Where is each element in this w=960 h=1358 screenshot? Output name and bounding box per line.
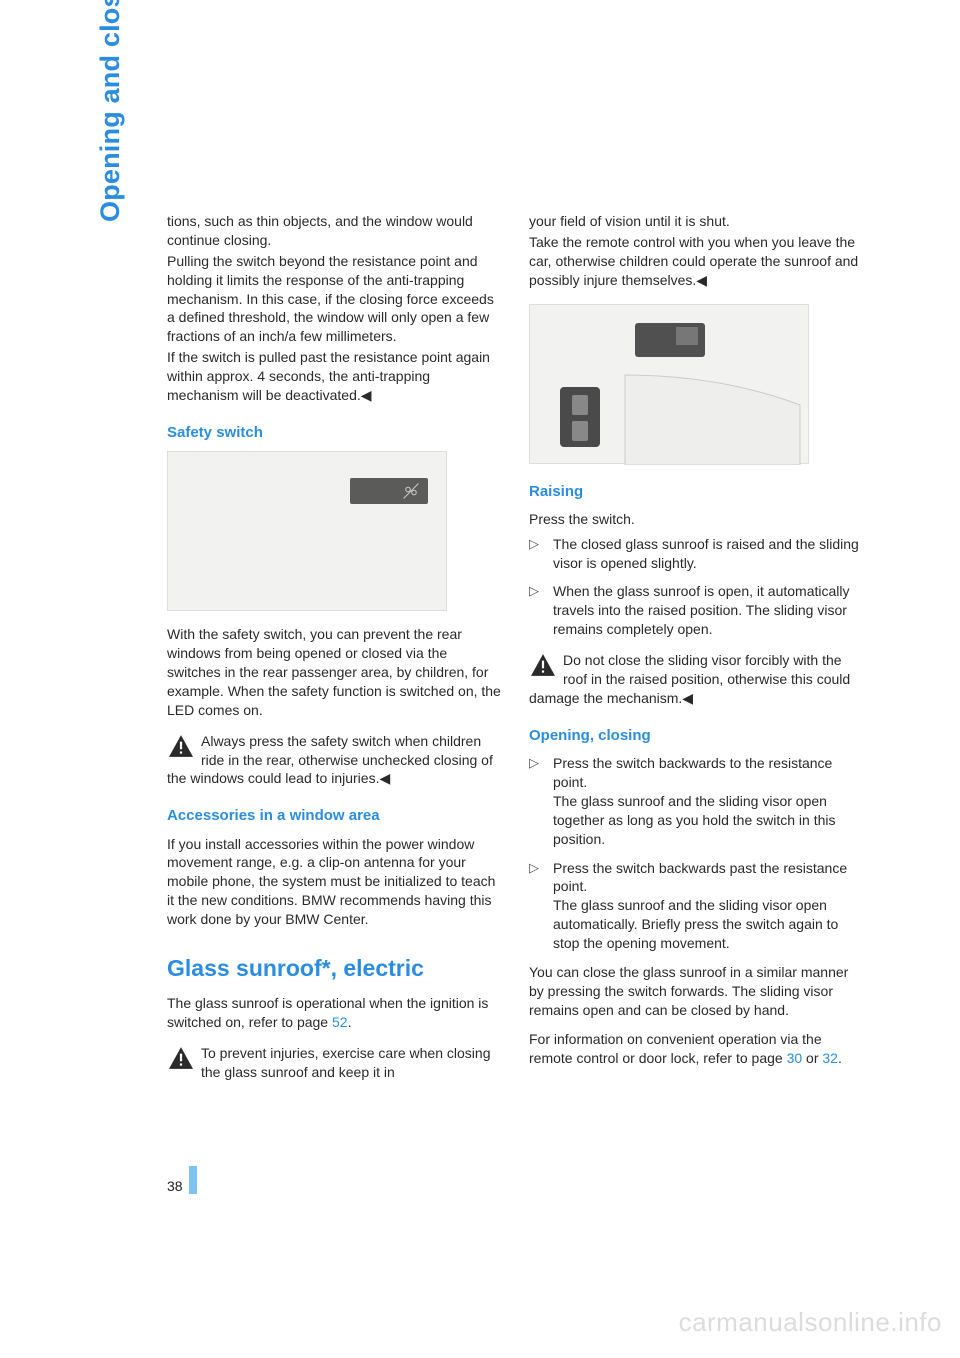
watermark: carmanualsonline.info [679, 1307, 942, 1338]
page-ref-link[interactable]: 32 [822, 1050, 838, 1066]
body-text: tions, such as thin objects, and the win… [167, 212, 503, 250]
warning-icon [167, 734, 195, 758]
warning-block: To prevent injuries, exercise care when … [167, 1044, 503, 1082]
warning-icon [167, 1046, 195, 1070]
warning-text: Always press the safety switch when chil… [167, 733, 493, 787]
body-text: For information on convenient operation … [529, 1030, 865, 1068]
heading-raising: Raising [529, 482, 865, 502]
list-item: Press the switch backwards to the resist… [529, 754, 865, 848]
overhead-console-graphic [530, 305, 810, 465]
body-text: your field of vision until it is shut. [529, 212, 865, 231]
body-text: If you install accessories within the po… [167, 835, 503, 929]
section-side-title: Opening and closing [95, 0, 126, 222]
page-number: 38 [167, 1178, 183, 1194]
page-ref-link[interactable]: 30 [787, 1050, 803, 1066]
text-span: . [348, 1014, 352, 1030]
warning-text: Do not close the sliding visor forcibly … [529, 652, 850, 706]
heading-glass-sunroof: Glass sunroof*, electric [167, 953, 503, 984]
warning-text: To prevent injuries, exercise care when … [201, 1045, 490, 1080]
text-span: The glass sunroof and the sliding visor … [553, 897, 838, 951]
body-text: If the switch is pulled past the resista… [167, 348, 503, 405]
right-column: your field of vision until it is shut. T… [529, 212, 865, 1082]
switch-graphic [350, 478, 428, 504]
text-span: Press the switch backwards past the resi… [553, 860, 847, 895]
column-wrap: tions, such as thin objects, and the win… [167, 212, 867, 1082]
text-span: or [802, 1050, 822, 1066]
left-column: tions, such as thin objects, and the win… [167, 212, 503, 1082]
list-item: When the glass sunroof is open, it autom… [529, 582, 865, 639]
bullet-list: Press the switch backwards to the resist… [529, 754, 865, 953]
body-text: With the safety switch, you can prevent … [167, 625, 503, 719]
page-number-bar [189, 1166, 197, 1194]
warning-block: Do not close the sliding visor forcibly … [529, 651, 865, 708]
page-number-wrap: 38 [167, 1166, 197, 1194]
warning-icon [529, 653, 557, 677]
warning-block: Always press the safety switch when chil… [167, 732, 503, 789]
heading-safety-switch: Safety switch [167, 423, 503, 443]
text-span: The glass sunroof and the sliding visor … [553, 793, 836, 847]
body-text: Pulling the switch beyond the resistance… [167, 252, 503, 346]
bullet-list: The closed glass sunroof is raised and t… [529, 535, 865, 639]
body-text: Press the switch. [529, 510, 865, 529]
text-span: . [838, 1050, 842, 1066]
heading-accessories: Accessories in a window area [167, 806, 503, 826]
heading-opening-closing: Opening, closing [529, 726, 865, 746]
body-text: The glass sunroof is operational when th… [167, 994, 503, 1032]
text-span: Press the switch backwards to the resist… [553, 755, 832, 790]
sunroof-switch-illustration [529, 304, 809, 464]
text-span: The glass sunroof is operational when th… [167, 995, 488, 1030]
list-item: The closed glass sunroof is raised and t… [529, 535, 865, 573]
text-span: For information on convenient operation … [529, 1031, 822, 1066]
body-text: You can close the glass sunroof in a sim… [529, 963, 865, 1020]
page-ref-link[interactable]: 52 [332, 1014, 348, 1030]
page-content: tions, such as thin objects, and the win… [167, 212, 867, 1212]
list-item: Press the switch backwards past the resi… [529, 859, 865, 953]
body-text: Take the remote control with you when yo… [529, 233, 865, 290]
child-lock-icon [402, 482, 420, 500]
safety-switch-illustration [167, 451, 447, 611]
